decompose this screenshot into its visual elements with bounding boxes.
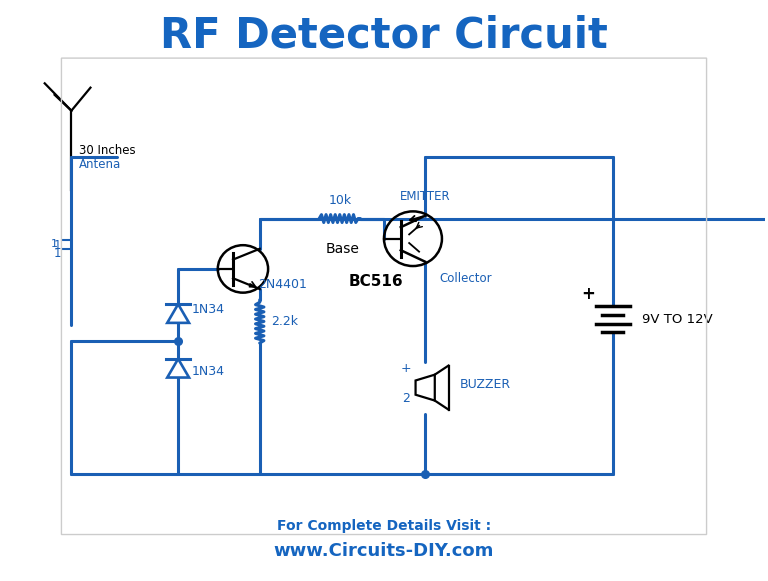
Text: 1: 1 [54, 239, 61, 252]
Text: 2.2k: 2.2k [271, 315, 298, 328]
Text: For Complete Details Visit :: For Complete Details Visit : [277, 519, 491, 533]
Text: 10k: 10k [328, 194, 351, 207]
Text: EMITTER: EMITTER [400, 190, 451, 203]
Text: Antena: Antena [79, 158, 121, 171]
Text: 2N4401: 2N4401 [258, 278, 307, 291]
Text: 9V TO 12V: 9V TO 12V [642, 313, 713, 326]
Text: Base: Base [326, 242, 359, 256]
Text: +: + [581, 285, 595, 303]
Text: 1N34: 1N34 [192, 365, 225, 378]
Text: +: + [401, 362, 412, 375]
Text: 30 Inches: 30 Inches [79, 144, 136, 157]
Text: www.Circuits-DIY.com: www.Circuits-DIY.com [274, 542, 494, 560]
Text: Collector: Collector [439, 272, 492, 285]
Text: 1: 1 [54, 246, 61, 260]
Text: BC516: BC516 [348, 274, 402, 289]
Text: RF Detector Circuit: RF Detector Circuit [160, 14, 608, 56]
Text: 1: 1 [51, 239, 58, 249]
Text: 2: 2 [402, 392, 410, 405]
Text: BUZZER: BUZZER [459, 378, 511, 390]
Text: 1N34: 1N34 [192, 303, 225, 317]
